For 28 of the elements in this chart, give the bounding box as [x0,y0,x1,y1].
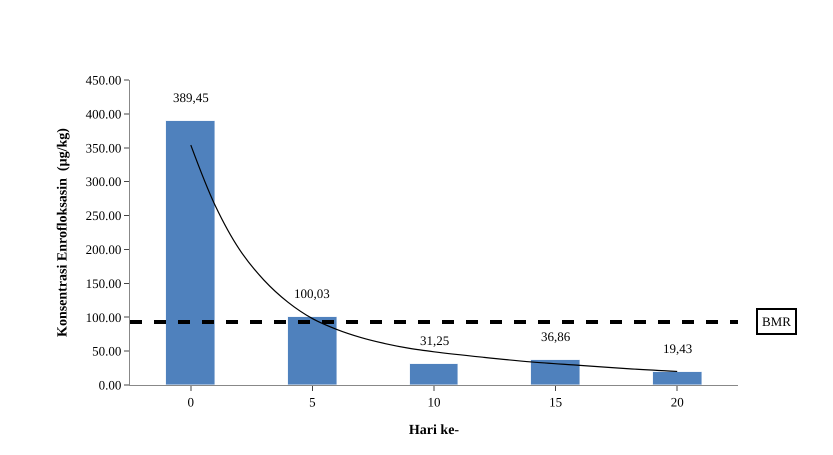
ref-line-label: BMR [762,314,792,329]
bar [652,372,702,385]
x-tick-label: 5 [309,394,316,410]
y-tick-label: 350.00 [86,140,122,156]
y-axis-title: Konsentrasi Enrofloksasin (µg/kg) [55,128,70,337]
y-tick-label: 450.00 [86,72,122,88]
y-tick-label: 150.00 [86,276,122,291]
y-tick-label: 400.00 [86,106,122,122]
x-tick-label: 15 [549,394,562,410]
y-tick-label: 250.00 [86,208,122,224]
data-label: 36,86 [541,329,571,344]
data-label: 31,25 [420,333,450,348]
y-tick-label: 0.00 [98,378,122,393]
x-tick-label: 20 [670,394,684,410]
y-tick-label: 100.00 [86,310,122,325]
bar [166,120,215,385]
x-tick-label: 0 [188,394,194,410]
y-tick-label: 50.00 [92,344,122,359]
bar [410,364,458,385]
y-tick-label: 200.00 [86,242,122,257]
bar [288,316,337,385]
data-label: 389,45 [173,90,209,105]
bar [530,360,580,385]
y-tick-label: 300.00 [86,174,122,190]
x-axis-title: Hari ke- [408,422,460,438]
data-label: 19,43 [663,341,692,356]
x-tick-label: 10 [428,394,440,410]
data-label: 100,03 [294,286,330,301]
